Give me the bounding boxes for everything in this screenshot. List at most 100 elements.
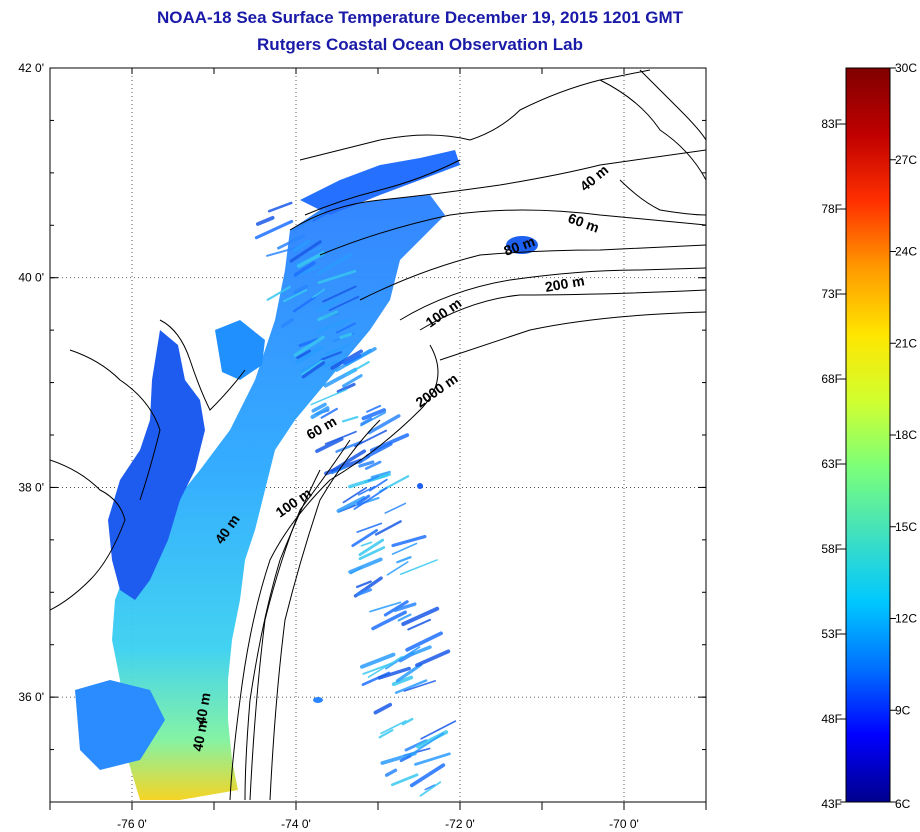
celsius-label: 27C <box>895 153 917 167</box>
sst-streak <box>322 360 339 368</box>
sst-streak <box>293 208 326 232</box>
sst-streak <box>367 655 403 678</box>
lat-tick-label: 42 0' <box>18 61 44 75</box>
lat-tick-label: 36 0' <box>18 690 44 704</box>
sst-patch <box>417 483 423 489</box>
sst-streak <box>384 502 407 514</box>
lat-tick-label: 38 0' <box>18 480 44 494</box>
sst-streak <box>409 763 446 788</box>
fahrenheit-label: 63F <box>821 457 842 471</box>
sst-streak <box>405 631 443 652</box>
chesapeake-bay-water <box>108 330 205 600</box>
fahrenheit-label: 58F <box>821 542 842 556</box>
sst-streak <box>277 234 306 250</box>
sst-streak <box>339 332 352 340</box>
sst-streak <box>266 285 291 301</box>
sst-streak <box>396 556 412 564</box>
sst-streak <box>336 382 356 394</box>
sst-streak <box>280 318 294 328</box>
sst-streak <box>293 335 325 357</box>
celsius-label: 9C <box>895 703 911 717</box>
fahrenheit-label: 73F <box>821 287 842 301</box>
sst-streak <box>401 717 414 726</box>
sst-streak <box>341 374 363 388</box>
sst-streak <box>367 414 401 435</box>
sst-streak <box>415 649 451 668</box>
sst-streak <box>317 269 357 284</box>
celsius-label: 30C <box>895 61 917 75</box>
sst-streak <box>316 318 350 334</box>
sst-streak <box>297 251 325 269</box>
sst-streak <box>320 407 338 419</box>
sst-streak <box>300 357 326 373</box>
sst-streak <box>308 246 323 254</box>
map-axes: 42 0' 40 0' 38 0' 36 0' -76 0' -74 0' -72 0' -7… <box>18 61 707 831</box>
sst-streak <box>398 651 415 663</box>
sst-streak <box>335 322 356 334</box>
sst-streak <box>399 559 438 576</box>
sst-streak <box>355 496 380 507</box>
lon-tick-label: -70 0' <box>609 817 639 831</box>
sst-streak <box>399 754 412 763</box>
colorbar <box>845 67 891 803</box>
sst-streak <box>312 212 329 222</box>
sst-streak <box>373 702 393 715</box>
sst-streak <box>336 495 366 513</box>
long-island-sound-water <box>300 150 460 215</box>
sst-shelf-water <box>112 195 445 800</box>
fahrenheit-label: 48F <box>821 712 842 726</box>
sst-streak <box>354 429 388 448</box>
sst-streak <box>385 646 421 670</box>
sst-streak <box>356 580 372 589</box>
sst-streak <box>407 618 432 631</box>
sst-streak <box>282 289 308 303</box>
sst-streak <box>315 437 344 453</box>
sst-streak <box>350 566 363 575</box>
sst-streak <box>322 285 357 303</box>
sst-streak <box>411 645 432 656</box>
sst-streak <box>395 663 423 683</box>
sst-streak <box>311 402 327 413</box>
sst-streak <box>360 417 373 426</box>
sst-streak <box>360 541 373 547</box>
sst-streak <box>328 295 360 312</box>
bathymetry-contours <box>229 149 706 801</box>
sst-streak <box>342 416 359 423</box>
sst-streak <box>409 732 445 756</box>
map-title: NOAA-18 Sea Surface Temperature December… <box>157 8 683 27</box>
sst-streak <box>310 406 330 419</box>
sst-streak <box>317 310 339 322</box>
sst-streak <box>403 680 437 692</box>
sst-streak <box>293 284 308 295</box>
sst-streaks <box>254 201 538 797</box>
sst-streak <box>298 337 320 348</box>
celsius-label: 6C <box>895 797 911 811</box>
sst-streak <box>371 610 407 631</box>
sst-streak <box>289 240 322 263</box>
contour-label: 40 m <box>192 691 213 725</box>
sst-streak <box>357 485 376 496</box>
sounds-southern-water <box>75 680 165 770</box>
sst-streak <box>353 487 388 510</box>
celsius-label: 15C <box>895 520 917 534</box>
contour-label: 40 m <box>189 718 210 752</box>
sst-streak <box>356 588 372 596</box>
fahrenheit-label: 68F <box>821 372 842 386</box>
sst-streak <box>351 529 378 548</box>
sst-streak <box>312 288 326 299</box>
sst-streak <box>360 652 396 669</box>
sst-streak <box>362 662 393 675</box>
sst-streak <box>370 470 391 479</box>
sst-streak <box>384 768 398 777</box>
sst-streak <box>391 542 418 555</box>
sst-streak <box>348 557 383 574</box>
sst-streak <box>390 773 419 787</box>
sst-streak <box>361 408 387 421</box>
sst-streak <box>394 679 428 694</box>
sst-streak <box>316 252 353 275</box>
celsius-label: 18C <box>895 428 917 442</box>
sst-streak <box>364 460 382 470</box>
sst-streak <box>391 535 427 548</box>
